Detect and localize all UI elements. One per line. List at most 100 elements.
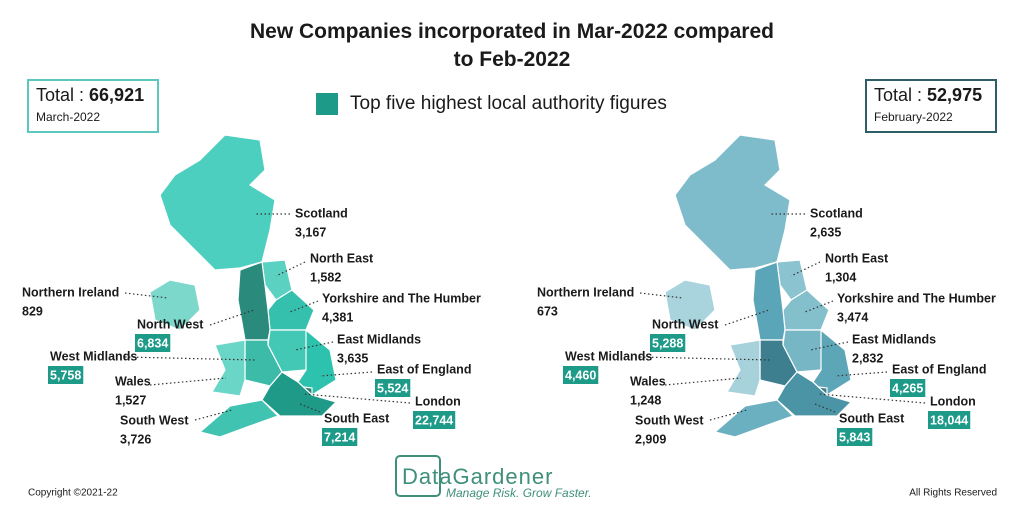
region-value: 3,635 [337,351,368,365]
region-name: West Midlands [50,349,137,363]
region-shape [211,339,246,397]
region-value: 1,248 [630,393,661,407]
region-value: 4,381 [322,310,353,324]
highlight-box [322,428,358,446]
map-panel: Total :66,921 March-2022 Scotland 3,167 Nort… [22,79,481,446]
highlight-box [375,379,411,397]
copyright: Copyright ©2021-22 [28,488,118,499]
rights: All Rights Reserved [909,488,997,499]
region-name: West Midlands [565,349,652,363]
region-shape [726,339,761,397]
region-shape [149,279,201,331]
region-shape [713,399,795,438]
logo-tagline: Manage Risk. Grow Faster. [446,486,592,500]
region-name: London [415,394,461,408]
region-value: 22,744 [415,413,453,427]
leader-line [639,292,684,299]
logo-name: DataGardener [402,464,553,489]
total-label: Total : [36,85,84,105]
leader-line [834,371,888,377]
leader-line [790,261,821,277]
region-name: South West [635,413,704,427]
region-value: 2,635 [810,225,841,239]
region-value: 1,304 [825,270,856,284]
highlight-box [650,334,686,352]
legend-swatch [316,93,338,115]
highlight-box [890,379,926,397]
region-value: 5,288 [652,336,683,350]
highlight-box [413,411,456,429]
leader-line [289,300,319,313]
title: New Companies incorporated in Mar-2022 c… [250,20,774,71]
total-box [865,79,997,133]
region-value: 2,832 [852,351,883,365]
region-value: 18,044 [930,413,968,427]
region-name: South East [324,411,390,425]
region-name: Scotland [810,206,863,220]
leader-line [639,356,772,361]
leader-line [149,377,227,386]
highlight-box [48,366,84,384]
region-name: North East [825,251,889,265]
region-name: Wales [115,374,151,388]
region-shape [159,134,276,271]
total-value: 52,975 [927,85,982,105]
highlight-box [563,366,599,384]
region-value: 3,726 [120,432,151,446]
region-shape [261,371,338,417]
region-value: 7,214 [324,430,355,444]
region-name: Yorkshire and The Humber [322,291,481,305]
region-shape [664,279,716,331]
region-value: 673 [537,304,558,318]
region-name: East of England [377,362,471,376]
region-value: 829 [22,304,43,318]
region-value: 5,843 [839,430,870,444]
highlight-box [135,334,171,352]
region-shape [198,399,280,438]
region-name: South West [120,413,189,427]
region-value: 6,834 [137,336,168,350]
leader-line [294,341,334,351]
map-panel: Total :52,975 February-2022 Scotland 2,635 N… [537,79,997,446]
region-name: Northern Ireland [537,285,634,299]
region-value: 1,582 [310,270,341,284]
region-value: 4,265 [892,381,923,395]
region-value: 3,474 [837,310,868,324]
region-name: North West [652,317,719,331]
region-value: 3,167 [295,225,326,239]
region-name: North West [137,317,204,331]
region-name: South East [839,411,905,425]
region-name: London [930,394,976,408]
highlight-box [837,428,873,446]
region-name: East of England [892,362,986,376]
region-value: 4,460 [565,368,596,382]
leader-line [809,341,849,351]
region-value: 1,527 [115,393,146,407]
leader-line [303,393,411,404]
leader-line [818,393,926,404]
leader-line [275,261,306,277]
region-shape [776,371,853,417]
leader-line [319,371,373,377]
region-name: Scotland [295,206,348,220]
highlight-box [928,411,971,429]
logo-icon [395,455,441,497]
region-value: 5,758 [50,368,81,382]
region-name: East Midlands [852,332,936,346]
region-name: Wales [630,374,666,388]
leader-line [804,300,834,313]
leader-line [124,292,169,299]
leader-line [664,377,742,386]
region-name: Yorkshire and The Humber [837,291,996,305]
region-name: East Midlands [337,332,421,346]
region-value: 5,524 [377,381,408,395]
region-name: North East [310,251,374,265]
total-value: 66,921 [89,85,144,105]
region-name: Northern Ireland [22,285,119,299]
total-label: Total : [874,85,922,105]
region-shape [674,134,791,271]
total-box [27,79,159,133]
total-period: February-2022 [874,110,953,124]
region-value: 2,909 [635,432,666,446]
legend-label: Top five highest local authority figures [350,93,667,114]
